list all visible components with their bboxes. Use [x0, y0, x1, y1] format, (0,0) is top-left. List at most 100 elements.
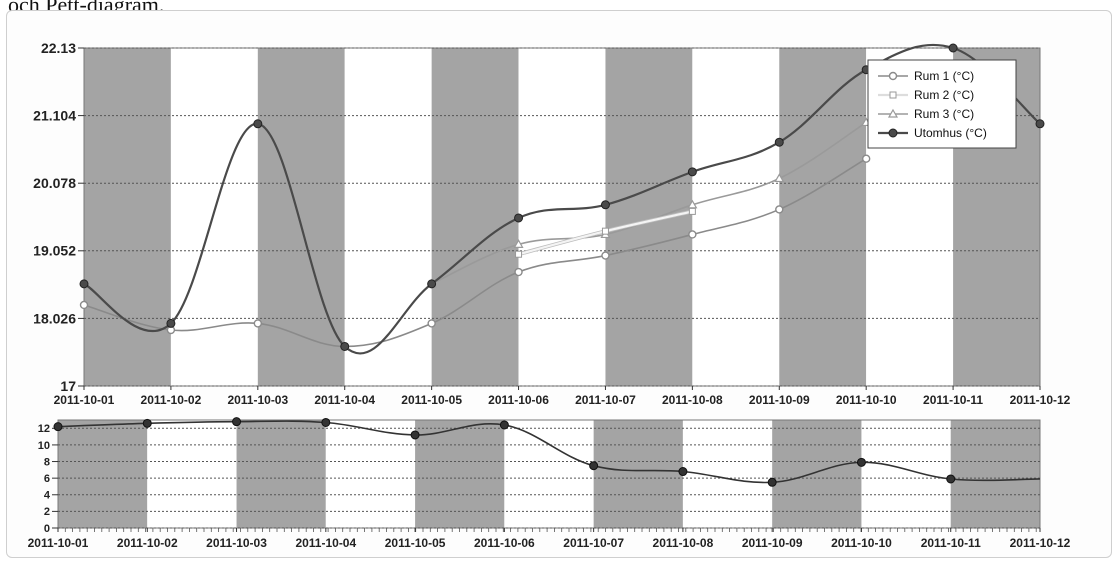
main-x-tick-label: 2011-10-02 — [141, 393, 202, 407]
data-point — [774, 173, 785, 183]
data-point — [514, 267, 523, 277]
legend-label: Utomhus (°C) — [914, 126, 987, 140]
main-band — [257, 48, 345, 386]
nav-band — [950, 420, 1040, 528]
nav-x-tick-label: 2011-10-02 — [117, 536, 178, 550]
main-x-tick-label: 2011-10-03 — [227, 393, 288, 407]
main-band — [605, 48, 693, 386]
nav-band — [58, 420, 148, 528]
main-band — [170, 48, 258, 386]
nav-data-point — [142, 418, 152, 428]
data-point — [253, 319, 263, 328]
data-point — [688, 207, 696, 215]
data-point — [514, 213, 524, 223]
nav-band — [325, 420, 416, 528]
nav-x-tick-label: 2011-10-06 — [474, 536, 535, 550]
nav-band — [147, 420, 237, 528]
legend-label: Rum 3 (°C) — [914, 107, 974, 121]
main-x-tick-label: 2011-10-09 — [749, 393, 810, 407]
nav-y-tick-label: 10 — [38, 440, 50, 452]
nav-data-point — [678, 467, 688, 477]
nav-x-tick-label: 2011-10-08 — [653, 536, 714, 550]
main-y-tick-label: 22.13 — [41, 40, 76, 56]
nav-x-tick-label: 2011-10-09 — [742, 536, 803, 550]
main-band — [431, 48, 519, 386]
nav-border — [57, 419, 1041, 529]
data-point — [601, 227, 609, 235]
nav-x-tick-label: 2011-10-12 — [1010, 536, 1071, 550]
nav-band — [504, 420, 594, 528]
nav-y-tick-label: 8 — [44, 456, 50, 468]
series-line — [83, 157, 867, 348]
main-x-tick-label: 2011-10-11 — [923, 393, 983, 407]
main-y-tick-label: 19.052 — [33, 243, 76, 259]
nav-band — [415, 420, 505, 528]
navigator-y-axis: 0 2 4 6 8 10 12 — [38, 423, 51, 535]
nav-x-tick-label: 2011-10-03 — [206, 536, 267, 550]
main-x-tick-label: 2011-10-04 — [314, 393, 375, 407]
main-x-tick-label: 2011-10-07 — [575, 393, 636, 407]
data-point — [513, 239, 524, 248]
main-x-axis: 2011-10-01 2011-10-02 2011-10-03 2011-10-04… — [54, 386, 1071, 407]
nav-series-line — [57, 420, 1041, 484]
nav-data-point — [410, 430, 420, 440]
legend-marker — [888, 71, 898, 81]
nav-x-tick-label: 2011-10-05 — [385, 536, 446, 550]
main-band — [692, 48, 780, 386]
legend-marker — [887, 108, 899, 118]
data-point — [427, 279, 437, 289]
main-x-tick-label: 2011-10-06 — [488, 393, 549, 407]
main-plot-series — [79, 43, 1045, 355]
nav-data-point — [321, 417, 331, 427]
data-point — [166, 318, 176, 328]
nav-x-tick-label: 2011-10-11 — [921, 536, 981, 550]
legend-label: Rum 2 (°C) — [914, 88, 974, 102]
main-plot-bands — [83, 47, 1041, 387]
main-x-tick-label: 2011-10-10 — [836, 393, 897, 407]
nav-x-tick-label: 2011-10-04 — [295, 536, 356, 550]
data-point — [948, 43, 958, 53]
legend-label: Rum 1 (°C) — [914, 69, 974, 83]
navigator-x-axis: 2011-10-01 2011-10-02 2011-10-03 2011-10-04… — [28, 528, 1071, 550]
data-point — [687, 167, 697, 177]
nav-band — [236, 420, 326, 528]
main-y-tick-label: 17 — [60, 378, 76, 394]
main-x-tick-label: 2011-10-08 — [662, 393, 723, 407]
chart-legend[interactable]: Rum 1 (°C) Rum 2 (°C) Rum 3 (°C) Utomhus (°… — [867, 59, 1017, 149]
data-point — [79, 279, 89, 289]
nav-x-tick-label: 2011-10-10 — [831, 536, 892, 550]
main-band — [518, 48, 606, 386]
nav-y-tick-label: 4 — [44, 490, 51, 502]
data-point — [687, 199, 698, 209]
nav-data-point — [53, 422, 63, 432]
main-x-tick-label: 2011-10-01 — [54, 393, 115, 407]
main-x-tick-label: 2011-10-05 — [401, 393, 462, 407]
nav-y-tick-label: 2 — [44, 506, 50, 518]
main-y-tick-label: 20.078 — [33, 175, 76, 191]
nav-y-tick-label: 0 — [44, 523, 50, 535]
main-band — [84, 48, 171, 386]
legend-marker — [888, 128, 898, 138]
data-point — [253, 119, 263, 129]
nav-y-tick-label: 12 — [38, 423, 50, 435]
series-2 — [515, 207, 696, 258]
data-point — [861, 154, 871, 163]
nav-data-point — [589, 461, 599, 471]
nav-data-point — [856, 457, 866, 467]
data-point — [601, 251, 610, 260]
main-x-tick-label: 2011-10-12 — [1010, 393, 1071, 407]
data-point — [775, 205, 784, 214]
main-band — [779, 48, 867, 386]
data-point — [340, 341, 350, 351]
nav-band — [861, 420, 951, 528]
nav-band — [593, 420, 683, 528]
legend-marker — [889, 91, 897, 99]
data-point — [1035, 119, 1045, 129]
nav-data-point — [232, 417, 242, 427]
nav-x-tick-label: 2011-10-07 — [563, 536, 624, 550]
nav-band — [772, 420, 862, 528]
navigator-series — [53, 417, 1041, 487]
data-point — [515, 250, 523, 258]
nav-data-point — [767, 477, 777, 487]
